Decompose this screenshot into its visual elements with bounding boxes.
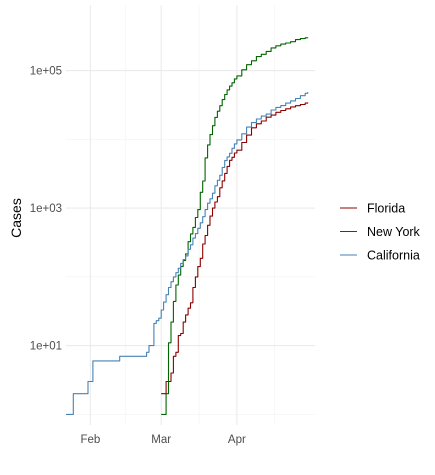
legend-label-california: California [367,249,420,263]
x-tick-label: Feb [80,434,100,446]
legend-label-florida: Florida [367,202,405,216]
x-tick-label: Mar [151,434,171,446]
grid-major [66,5,315,425]
legend: Florida New York California [340,202,421,263]
y-tick-label: 1e+05 [30,66,62,78]
legend-label-new-york: New York [367,225,421,239]
series-line-california [66,92,309,415]
y-tick-label: 1e+01 [30,341,62,353]
x-axis: Feb Mar Apr [80,434,245,446]
series-line-florida [161,102,309,395]
y-axis: 1e+01 1e+03 1e+05 [30,66,62,353]
y-axis-title: Cases [8,198,24,238]
grid-minor [66,5,315,425]
series-lines [66,37,309,415]
plot-panel [66,5,315,425]
y-tick-label: 1e+03 [30,203,62,215]
x-tick-label: Apr [228,434,246,446]
